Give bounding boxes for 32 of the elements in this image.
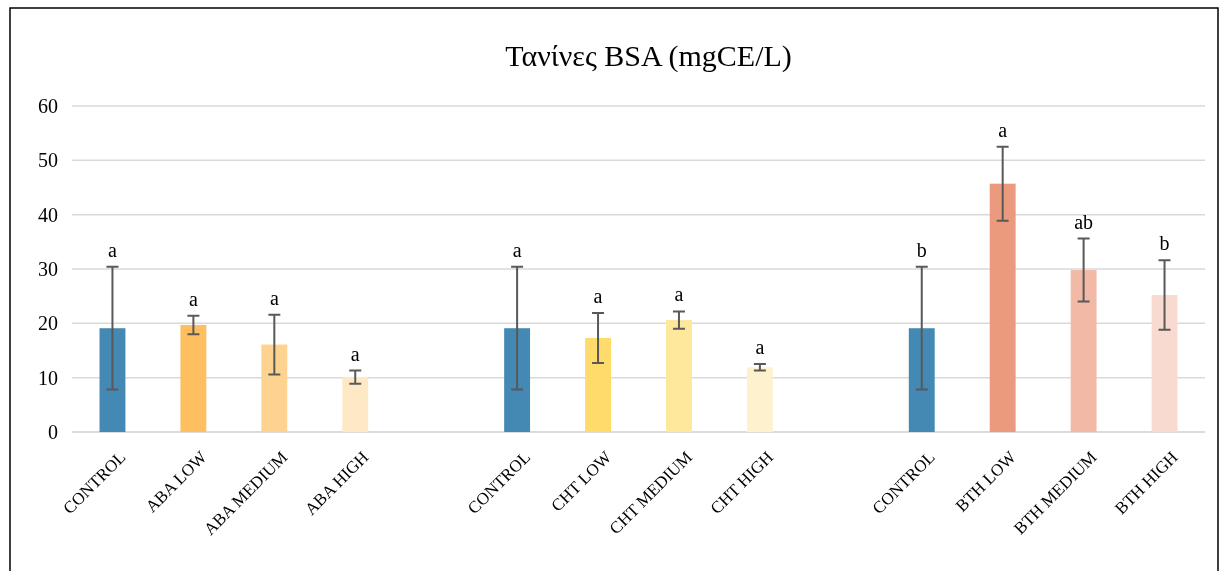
bar: [261, 344, 288, 432]
bar: [504, 328, 531, 432]
bar: [1070, 270, 1097, 432]
annotation: a: [108, 238, 118, 261]
bar: [989, 183, 1016, 432]
y-tick-label: 10: [38, 366, 58, 389]
bar: [666, 320, 692, 432]
bar: [1151, 295, 1178, 432]
annotation: a: [755, 336, 765, 359]
annotation: a: [593, 285, 603, 308]
bar: [180, 324, 207, 432]
bar: [99, 328, 126, 432]
bar: [908, 328, 935, 432]
bar: [342, 377, 369, 432]
annotation: a: [512, 238, 522, 261]
y-tick-label: 40: [38, 203, 58, 226]
annotation: a: [998, 118, 1008, 141]
y-tick-label: 30: [38, 257, 58, 280]
annotation: ab: [1074, 210, 1094, 233]
annotation: a: [350, 342, 360, 365]
chart-title: Τανίνες BSA (mgCE/L): [505, 39, 792, 73]
y-tick-label: 20: [38, 312, 58, 335]
annotation: a: [674, 283, 684, 306]
annotation: b: [916, 238, 927, 261]
bar: [746, 367, 773, 432]
y-tick-label: 60: [38, 94, 58, 117]
y-tick-label: 50: [38, 149, 58, 172]
annotation: a: [269, 286, 279, 309]
annotation: b: [1159, 232, 1170, 255]
annotation: a: [188, 287, 198, 310]
y-tick-label: 0: [48, 420, 58, 443]
bar: [585, 338, 611, 432]
